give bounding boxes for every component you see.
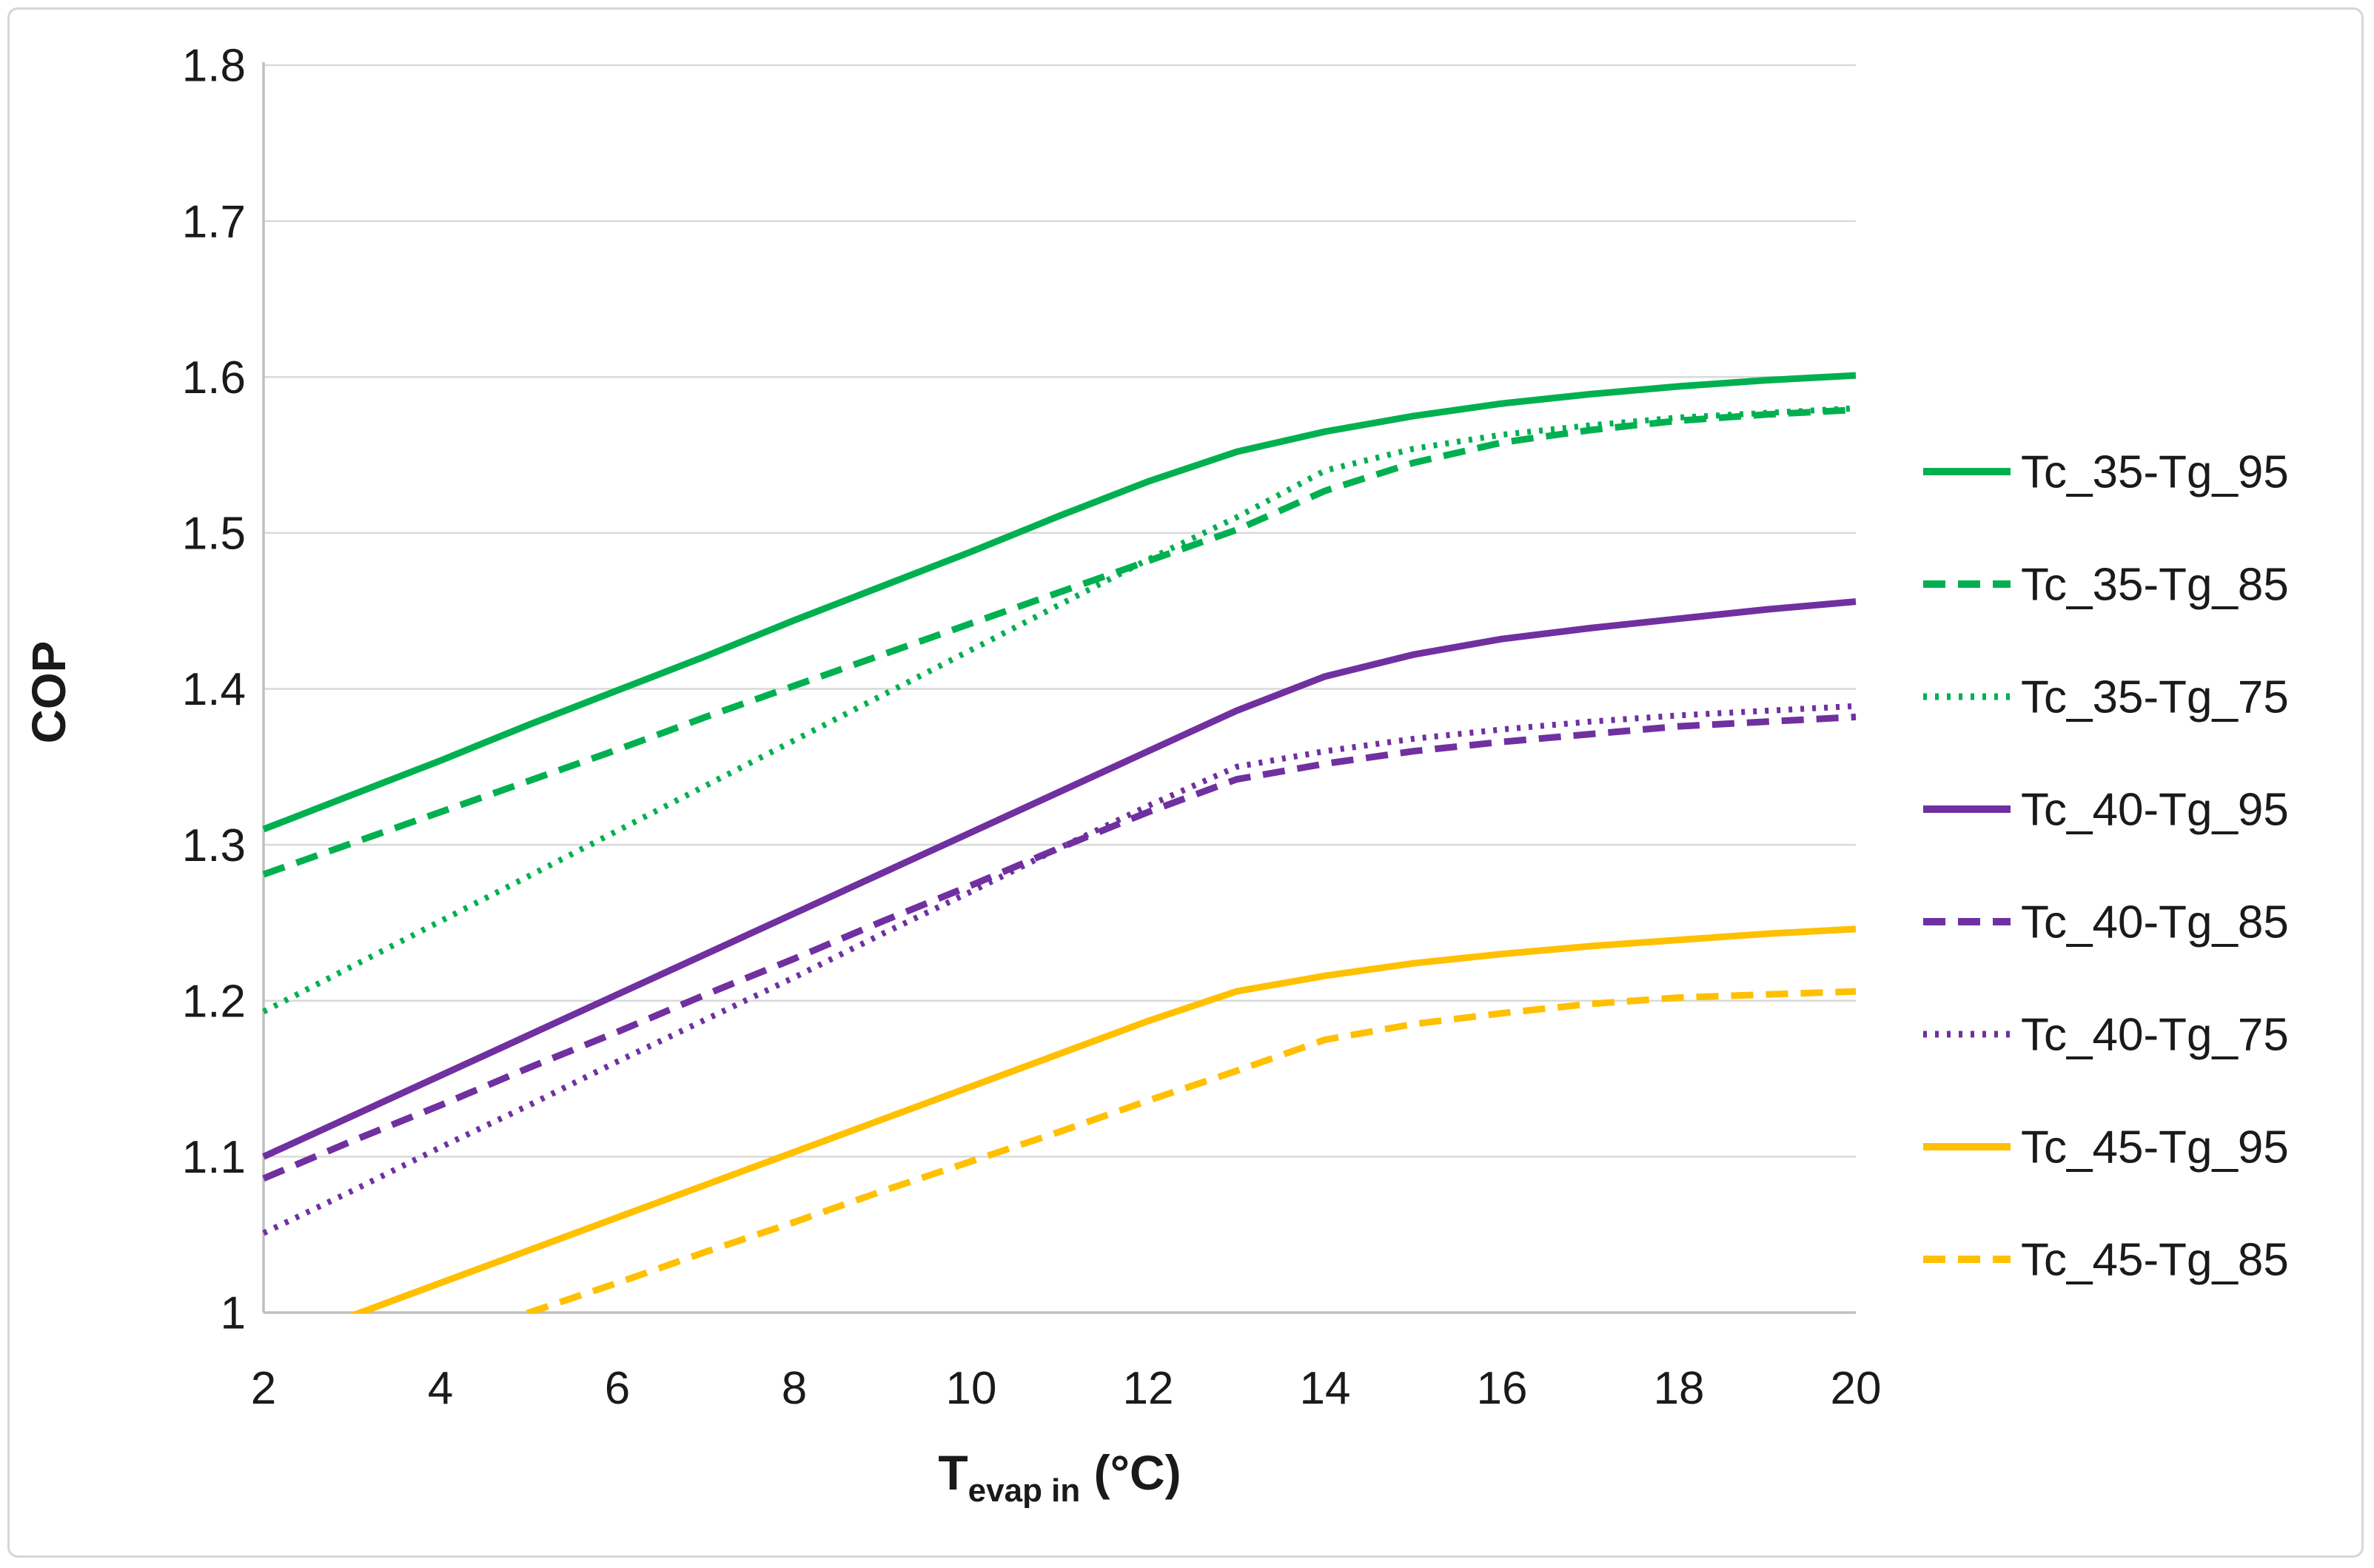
legend-item-Tc_40-Tg_85: Tc_40-Tg_85 — [1923, 897, 2289, 948]
y-tick-label-1.1: 1.1 — [182, 1132, 246, 1183]
y-tick-label-1: 1 — [221, 1288, 246, 1339]
x-tick-label-18: 18 — [1654, 1363, 1705, 1414]
y-tick-label-1.8: 1.8 — [182, 41, 246, 92]
series-line-Tc_45-Tg_85 — [516, 988, 1857, 1313]
x-tick-label-14: 14 — [1300, 1363, 1351, 1414]
y-tick-label-1.5: 1.5 — [182, 509, 246, 560]
legend-item-Tc_45-Tg_95: Tc_45-Tg_95 — [1923, 1122, 2289, 1173]
x-tick-label-4: 4 — [428, 1363, 453, 1414]
y-tick-label-1.4: 1.4 — [182, 664, 246, 715]
y-tick-label-1.2: 1.2 — [182, 976, 246, 1027]
x-tick-label-6: 6 — [605, 1363, 630, 1414]
legend-label: Tc_40-Tg_85 — [2021, 897, 2289, 948]
legend-item-Tc_40-Tg_75: Tc_40-Tg_75 — [1923, 1010, 2289, 1061]
x-tick-label-16: 16 — [1477, 1363, 1528, 1414]
legend-item-Tc_40-Tg_95: Tc_40-Tg_95 — [1923, 785, 2289, 836]
x-tick-label-8: 8 — [782, 1363, 807, 1414]
series-line-Tc_45-Tg_95 — [349, 925, 1857, 1313]
legend-label: Tc_40-Tg_95 — [2021, 785, 2289, 836]
y-tick-label-1.6: 1.6 — [182, 352, 246, 403]
legend-item-Tc_35-Tg_85: Tc_35-Tg_85 — [1923, 560, 2289, 611]
x-tick-label-10: 10 — [946, 1363, 997, 1414]
x-tick-label-2: 2 — [251, 1363, 276, 1414]
y-tick-label-1.3: 1.3 — [182, 820, 246, 871]
legend-item-Tc_35-Tg_75: Tc_35-Tg_75 — [1923, 672, 2289, 723]
legend-label: Tc_35-Tg_95 — [2021, 447, 2289, 498]
legend-label: Tc_45-Tg_95 — [2021, 1122, 2289, 1173]
series-line-Tc_35-Tg_85 — [262, 406, 1857, 878]
series-line-Tc_40-Tg_85 — [262, 713, 1857, 1182]
legend-label: Tc_35-Tg_75 — [2021, 672, 2289, 723]
series-line-Tc_35-Tg_95 — [262, 372, 1857, 833]
series-line-Tc_40-Tg_95 — [262, 598, 1857, 1160]
legend-label: Tc_35-Tg_85 — [2021, 560, 2289, 611]
legend-item-Tc_45-Tg_85: Tc_45-Tg_85 — [1923, 1235, 2289, 1286]
y-tick-label-1.7: 1.7 — [182, 196, 246, 247]
y-axis-title: COP — [22, 641, 76, 744]
legend-item-Tc_35-Tg_95: Tc_35-Tg_95 — [1923, 447, 2289, 498]
x-axis-title: Tevap in (°C) — [938, 1445, 1181, 1509]
legend-label: Tc_40-Tg_75 — [2021, 1010, 2289, 1061]
series-line-Tc_35-Tg_75 — [262, 405, 1857, 1015]
legend-label: Tc_45-Tg_85 — [2021, 1235, 2289, 1286]
x-tick-label-20: 20 — [1831, 1363, 1882, 1414]
series-line-Tc_40-Tg_75 — [262, 703, 1857, 1236]
x-tick-label-12: 12 — [1123, 1363, 1174, 1414]
